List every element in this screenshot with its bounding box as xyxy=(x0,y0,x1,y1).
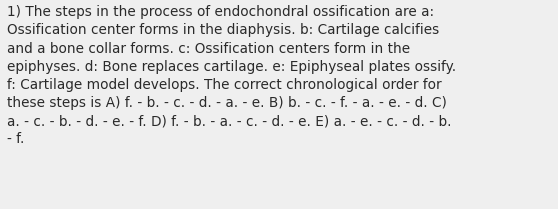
Text: 1) The steps in the process of endochondral ossification are a:
Ossification cen: 1) The steps in the process of endochond… xyxy=(7,5,456,147)
